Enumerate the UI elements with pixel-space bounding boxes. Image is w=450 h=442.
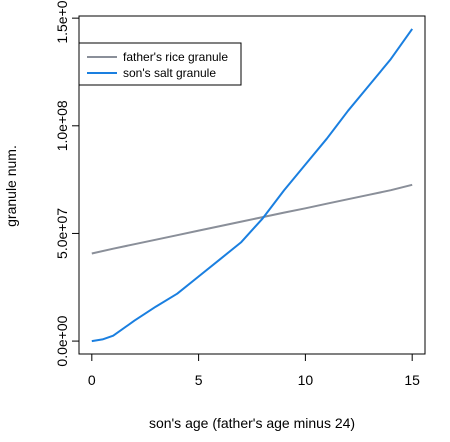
legend: father's rice granule son's salt granule <box>78 42 242 86</box>
x-tick-label: 15 <box>404 372 420 388</box>
y-axis: 0.0e+00 5.0e+07 1.0e+08 1.5e+08 <box>54 0 80 367</box>
x-axis: 0 5 10 15 <box>88 353 420 388</box>
x-tick-label: 10 <box>298 372 314 388</box>
series-line-0 <box>91 183 413 255</box>
series-lines <box>91 28 414 343</box>
y-tick-label: 5.0e+07 <box>54 208 70 259</box>
legend-label: son's salt granule <box>123 66 216 80</box>
y-tick-label: 0.0e+00 <box>54 315 70 366</box>
legend-label: father's rice granule <box>123 50 228 64</box>
y-tick-label: 1.5e+08 <box>54 0 70 44</box>
series-line-1 <box>91 28 414 343</box>
legend-box <box>78 42 242 86</box>
x-axis-title: son's age (father's age minus 24) <box>149 415 355 431</box>
y-axis-title: granule num. <box>3 145 19 227</box>
x-tick-label: 5 <box>195 372 203 388</box>
y-tick-label: 1.0e+08 <box>54 100 70 151</box>
x-tick-label: 0 <box>88 372 96 388</box>
